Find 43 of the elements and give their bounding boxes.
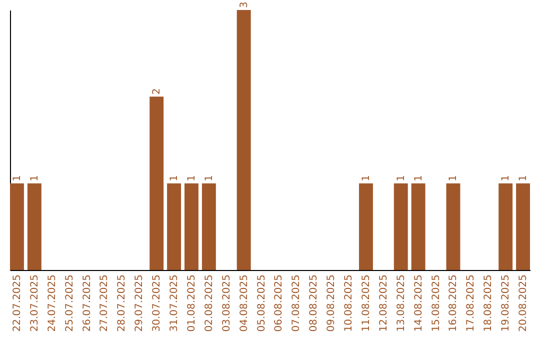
x-tick-label: 06.08.2025: [274, 274, 285, 332]
x-tick-label: 05.08.2025: [256, 274, 268, 332]
x-tick-label: 04.08.2025: [238, 274, 250, 332]
x-tick-label: 19.08.2025: [500, 274, 512, 332]
x-tick-label: 08.08.2025: [308, 274, 320, 332]
x-tick-label: 14.08.2025: [413, 274, 424, 332]
x-tick-label: 15.08.2025: [430, 274, 442, 332]
x-tick-label: 30.07.2025: [152, 274, 163, 332]
x-tick-label: 12.08.2025: [378, 274, 390, 332]
data-label: 1: [29, 174, 40, 182]
x-tick-label: 25.07.2025: [64, 274, 76, 332]
x-tick-label: 10.08.2025: [344, 274, 355, 332]
data-label: 1: [169, 174, 180, 182]
x-tick-label: 31.07.2025: [169, 274, 180, 332]
x-tick-label: 27.07.2025: [99, 274, 110, 332]
x-tick-label: 13.08.2025: [396, 274, 407, 332]
data-label: 1: [500, 174, 512, 182]
x-tick-label: 01.08.2025: [186, 274, 198, 332]
x-tick-label: 26.07.2025: [82, 274, 93, 332]
x-tick-label: 11.08.2025: [360, 274, 372, 332]
data-label: 1: [518, 174, 530, 182]
x-tick-label: 16.08.2025: [448, 274, 460, 332]
x-tick-label: 22.07.2025: [12, 274, 23, 332]
data-label: 1: [360, 174, 372, 182]
data-label: 1: [186, 174, 198, 182]
x-tick-label: 28.07.2025: [116, 274, 128, 332]
data-label: 1: [12, 174, 23, 182]
data-label: 1: [448, 174, 460, 182]
x-tick-label: 03.08.2025: [221, 274, 232, 332]
data-label: 3: [238, 2, 250, 8]
x-tick-label: 17.08.2025: [466, 274, 477, 332]
x-tick-label: 23.07.2025: [29, 274, 40, 332]
data-label: 1: [204, 174, 215, 182]
x-tick-label: 07.08.2025: [291, 274, 302, 332]
x-tick-label: 09.08.2025: [326, 274, 338, 332]
data-label: 1: [396, 174, 407, 182]
x-tick-label: 18.08.2025: [483, 274, 494, 332]
data-label: 2: [152, 88, 163, 95]
x-tick-label: 24.07.2025: [46, 274, 58, 332]
x-tick-label: 20.08.2025: [518, 274, 530, 332]
data-label: 1: [413, 174, 424, 182]
x-tick-label: 02.08.2025: [204, 274, 215, 332]
x-tick-label: 29.07.2025: [134, 274, 146, 332]
